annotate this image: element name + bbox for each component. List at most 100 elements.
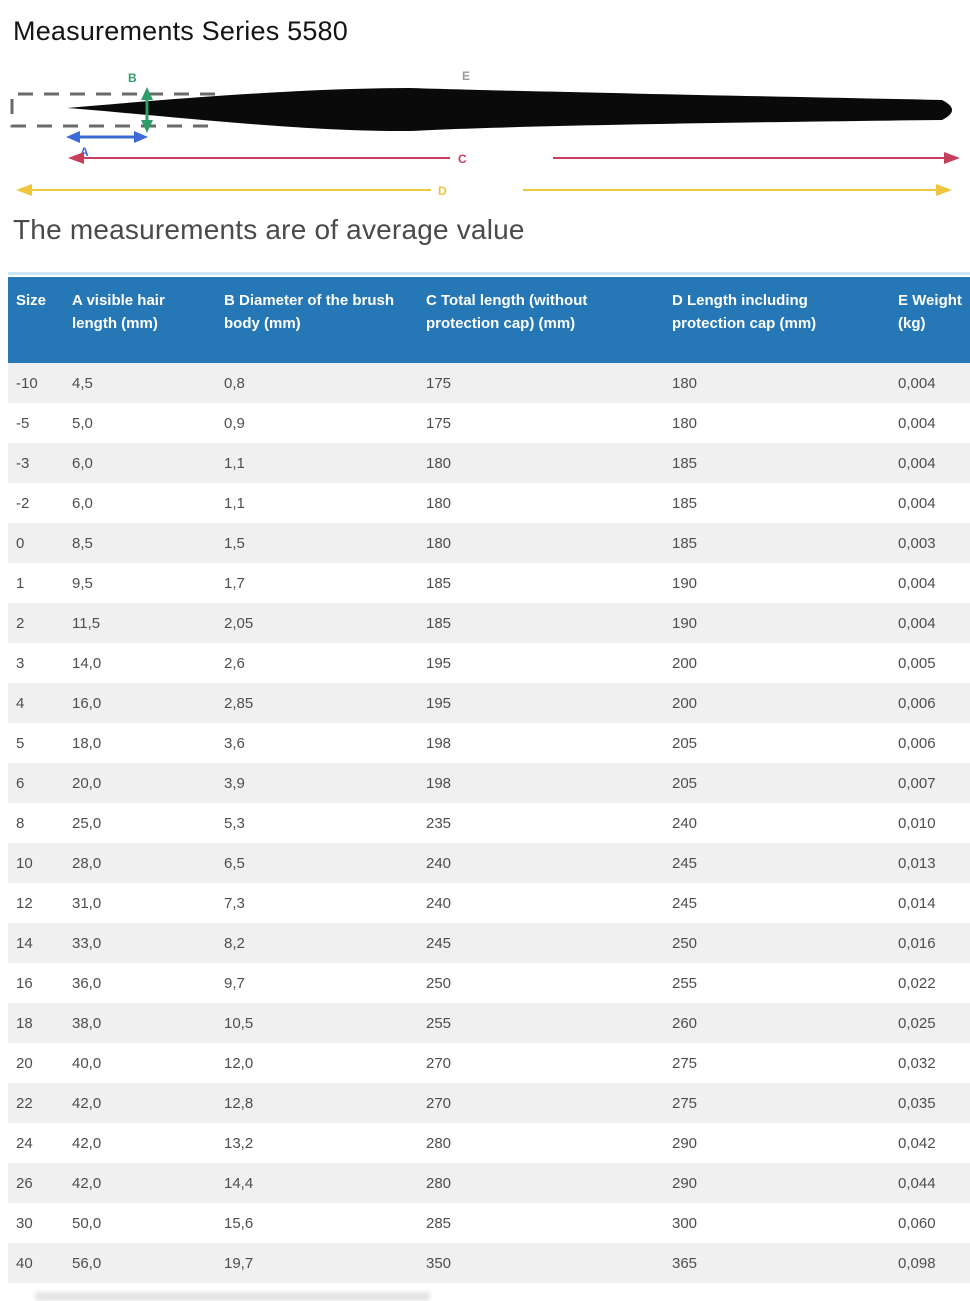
table-cell: 1,1 (224, 454, 245, 472)
dim-a-arrowhead-right (134, 131, 148, 143)
table-cell: 16,0 (72, 694, 102, 712)
table-row: 3 14,0 2,6 195 200 0,005 (8, 643, 970, 683)
table-row: 2 11,5 2,05 185 190 0,004 (8, 603, 970, 643)
table-cell: 40,0 (72, 1054, 102, 1072)
table-cell: 42,0 (72, 1134, 102, 1152)
table-cell: 1,5 (224, 534, 245, 552)
table-cell: 6 (16, 774, 25, 792)
table-cell: 19,7 (224, 1254, 254, 1272)
table-row: 5 18,0 3,6 198 205 0,006 (8, 723, 970, 763)
table-cell: 280 (426, 1134, 452, 1152)
table-row: 12 31,0 7,3 240 245 0,014 (8, 883, 970, 923)
table-row: 24 42,0 13,2 280 290 0,042 (8, 1123, 970, 1163)
table-cell: 240 (672, 814, 698, 832)
table-cell: 14 (16, 934, 33, 952)
table-cell: 4,5 (72, 374, 93, 392)
table-cell: 180 (426, 494, 452, 512)
table-cell: 250 (426, 974, 452, 992)
table-cell: 205 (672, 774, 698, 792)
cut-off-content-bar (35, 1292, 430, 1301)
table-cell: 2,85 (224, 694, 254, 712)
table-cell: 0,004 (898, 614, 936, 632)
table-cell: 0,022 (898, 974, 936, 992)
table-cell: 0,016 (898, 934, 936, 952)
dim-c-arrowhead-right (944, 152, 960, 164)
table-row: 16 36,0 9,7 250 255 0,022 (8, 963, 970, 1003)
table-cell: 3,6 (224, 734, 245, 752)
table-cell: 5,3 (224, 814, 245, 832)
table-cell: 195 (426, 694, 452, 712)
table-cell: 245 (672, 854, 698, 872)
dim-d-label: D (438, 184, 447, 198)
header-length-incl-cap: D Length including protection cap (mm) (664, 277, 890, 363)
table-cell: 12,0 (224, 1054, 254, 1072)
table-cell: 245 (426, 934, 452, 952)
table-cell: 9,5 (72, 574, 93, 592)
table-cell: 180 (672, 374, 698, 392)
table-cell: 270 (426, 1054, 452, 1072)
table-row: 8 25,0 5,3 235 240 0,010 (8, 803, 970, 843)
table-cell: 0,060 (898, 1214, 936, 1232)
table-cell: 190 (672, 574, 698, 592)
table-row: 10 28,0 6,5 240 245 0,013 (8, 843, 970, 883)
table-row: 4 16,0 2,85 195 200 0,006 (8, 683, 970, 723)
table-cell: 275 (672, 1094, 698, 1112)
dim-b-label: B (128, 71, 137, 85)
subtitle: The measurements are of average value (13, 214, 525, 245)
table-cell: 8,5 (72, 534, 93, 552)
table-header-row: Size A visible hair length (mm) B Diamet… (8, 277, 970, 363)
table-cell: 12 (16, 894, 33, 912)
table-cell: 0,025 (898, 1014, 936, 1032)
table-cell: 24 (16, 1134, 33, 1152)
table-cell: 28,0 (72, 854, 102, 872)
brush-silhouette-icon (67, 88, 952, 132)
table-cell: 275 (672, 1054, 698, 1072)
protection-cap-outline-icon (10, 92, 215, 128)
table-cell: 0,013 (898, 854, 936, 872)
table-cell: 11,5 (72, 614, 101, 632)
table-cell: 0 (16, 534, 25, 552)
table-cell: 180 (672, 414, 698, 432)
dim-e-label: E (462, 69, 470, 83)
table-cell: 290 (672, 1174, 698, 1192)
brush-diagram-svg: B A C D E (10, 69, 960, 198)
table-cell: 2 (16, 614, 25, 632)
table-body: -10 4,5 0,8 175 180 0,004 -5 5,0 0,9 175 180 0,004-… (8, 363, 970, 1283)
table-cell: 240 (426, 854, 452, 872)
table-cell: 290 (672, 1134, 698, 1152)
table-cell: 0,042 (898, 1134, 936, 1152)
table-cell: 20 (16, 1054, 33, 1072)
table-row: 26 42,0 14,4 280 290 0,044 (8, 1163, 970, 1203)
table-cell: 5 (16, 734, 25, 752)
table-cell: 6,5 (224, 854, 245, 872)
dim-c-label: C (458, 152, 467, 166)
table-cell: 38,0 (72, 1014, 102, 1032)
table-cell: 0,004 (898, 454, 936, 472)
table-cell: 6,0 (72, 454, 93, 472)
table-cell: 3 (16, 654, 25, 672)
table-header: Size A visible hair length (mm) B Diamet… (8, 277, 970, 363)
table-cell: 175 (426, 374, 452, 392)
table-cell: 198 (426, 774, 452, 792)
table-cell: -10 (16, 374, 38, 392)
table-cell: 255 (426, 1014, 452, 1032)
header-visible-hair-length: A visible hair length (mm) (64, 277, 216, 363)
table-cell: 42,0 (72, 1094, 102, 1112)
table-cell: 180 (426, 534, 452, 552)
table-cell: 0,044 (898, 1174, 936, 1192)
table-row: 40 56,0 19,7 350 365 0,098 (8, 1243, 970, 1283)
table-cell: 0,035 (898, 1094, 936, 1112)
table-cell: -5 (16, 414, 30, 432)
table-cell: 185 (672, 534, 698, 552)
dim-c-arrowhead-left (68, 152, 84, 164)
table-cell: 2,6 (224, 654, 245, 672)
table-cell: 6,0 (72, 494, 93, 512)
table-top-divider (8, 272, 970, 275)
table-cell: 0,007 (898, 774, 936, 792)
table-cell: 235 (426, 814, 452, 832)
table-cell: 180 (426, 454, 452, 472)
dim-d-arrowhead-left (16, 184, 32, 196)
table-cell: 205 (672, 734, 698, 752)
table-cell: 195 (426, 654, 452, 672)
header-size: Size (8, 277, 64, 363)
